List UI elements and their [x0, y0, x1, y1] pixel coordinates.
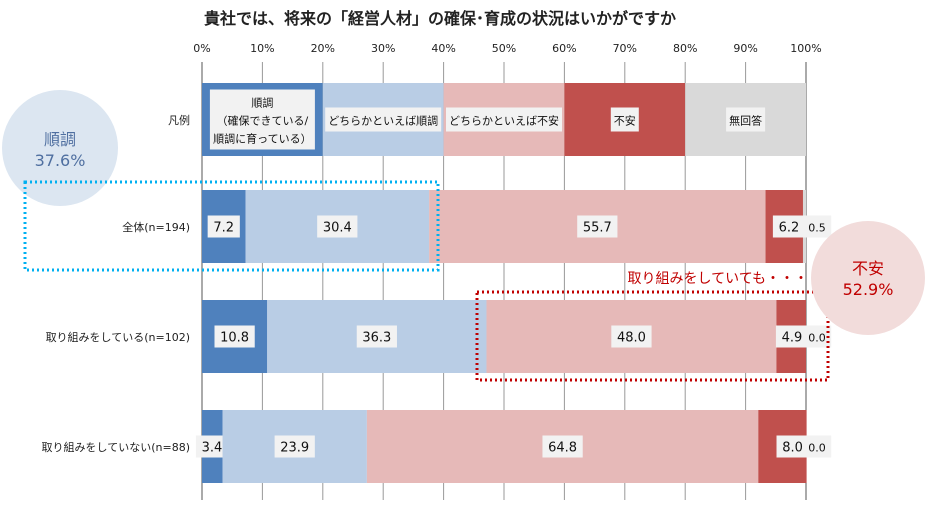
- right-bubble-label: 不安: [852, 259, 884, 278]
- data-label: 7.2: [213, 221, 234, 236]
- data-label: 55.7: [583, 221, 612, 236]
- x-tick-label: 10%: [250, 42, 274, 55]
- category-label: 取り組みをしていない(n=88): [42, 441, 190, 454]
- data-label: 4.9: [782, 331, 803, 346]
- chart-title: 貴社では、将来の「経営人材」の確保･育成の状況はいかがですか: [204, 9, 676, 28]
- x-tick-label: 60%: [552, 42, 576, 55]
- legend-row-label: 凡例: [168, 113, 190, 127]
- legend-entry-label: 無回答: [729, 114, 762, 128]
- left-bubble: [2, 90, 118, 206]
- x-tick-label: 100%: [790, 42, 821, 55]
- x-tick-label: 70%: [613, 42, 637, 55]
- data-label: 6.2: [779, 221, 800, 236]
- data-label-bg: [802, 325, 832, 348]
- data-label-bg: [214, 325, 255, 348]
- right-bubble-value: 52.9%: [843, 280, 894, 299]
- data-label-bg: [772, 215, 806, 238]
- legend-entry-label: どちらかといえば不安: [449, 114, 559, 128]
- data-label-bg: [274, 435, 315, 458]
- data-label: 64.8: [548, 441, 577, 456]
- x-tick-label: 0%: [193, 42, 210, 55]
- x-tick-label: 40%: [431, 42, 455, 55]
- data-label-bg: [356, 325, 397, 348]
- legend-entry-label: （確保できている/: [217, 114, 309, 128]
- data-label: 48.0: [617, 331, 646, 346]
- x-tick-label: 30%: [371, 42, 395, 55]
- legend-entry-bg: [209, 89, 315, 150]
- category-label: 全体(n=194): [122, 220, 190, 234]
- data-label: 8.0: [782, 441, 803, 456]
- left-bubble-label: 順調: [44, 130, 76, 149]
- data-label: 3.4: [202, 441, 223, 456]
- highlight-box-anxious: [475, 290, 830, 382]
- data-label-bg: [776, 435, 809, 458]
- legend-entry-label: 不安: [614, 114, 636, 128]
- data-label: 0.5: [808, 222, 826, 235]
- legend-entry-bg: [726, 107, 766, 132]
- data-label: 23.9: [280, 441, 309, 456]
- callout-text: 取り組みをしていても・・・: [628, 271, 808, 287]
- data-label: 10.8: [220, 331, 249, 346]
- x-tick-label: 90%: [733, 42, 757, 55]
- highlight-box-smooth: [23, 180, 440, 272]
- data-label-bg: [577, 215, 618, 238]
- data-label-bg: [802, 435, 832, 458]
- legend-entry-label: 順調に育っている）: [213, 132, 311, 146]
- data-label-bg: [207, 215, 240, 238]
- data-label: 0.0: [808, 332, 826, 345]
- right-bubble: [811, 221, 925, 335]
- data-label-bg: [802, 215, 832, 238]
- data-label-bg: [611, 325, 652, 348]
- legend-entry-bg: [610, 107, 639, 132]
- category-label: 取り組みをしている(n=102): [46, 331, 190, 344]
- data-label-bg: [195, 435, 229, 458]
- x-tick-label: 20%: [311, 42, 335, 55]
- left-bubble-value: 37.6%: [35, 151, 86, 170]
- legend-entry-label: どちらかといえば順調: [328, 114, 438, 128]
- data-label: 0.0: [808, 442, 826, 455]
- x-tick-label: 80%: [673, 42, 697, 55]
- data-label-bg: [317, 215, 358, 238]
- legend-entry-label: 順調: [251, 96, 273, 110]
- legend-entry-bg: [446, 107, 562, 132]
- data-label-bg: [775, 325, 809, 348]
- x-tick-label: 50%: [492, 42, 516, 55]
- legend-entry-bg: [325, 107, 442, 132]
- data-label-bg: [542, 435, 583, 458]
- data-label: 30.4: [323, 221, 352, 236]
- data-label: 36.3: [362, 331, 391, 346]
